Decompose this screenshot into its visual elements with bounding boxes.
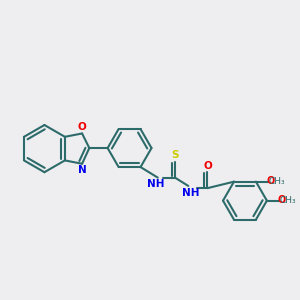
Text: NH: NH [147, 179, 164, 189]
Text: N: N [78, 165, 87, 175]
Text: S: S [171, 150, 179, 161]
Text: NH: NH [182, 188, 199, 198]
Text: CH₃: CH₃ [280, 196, 297, 205]
Text: CH₃: CH₃ [269, 177, 286, 186]
Text: O: O [266, 176, 275, 186]
Text: O: O [277, 195, 285, 205]
Text: O: O [203, 161, 212, 171]
Text: O: O [78, 122, 87, 132]
